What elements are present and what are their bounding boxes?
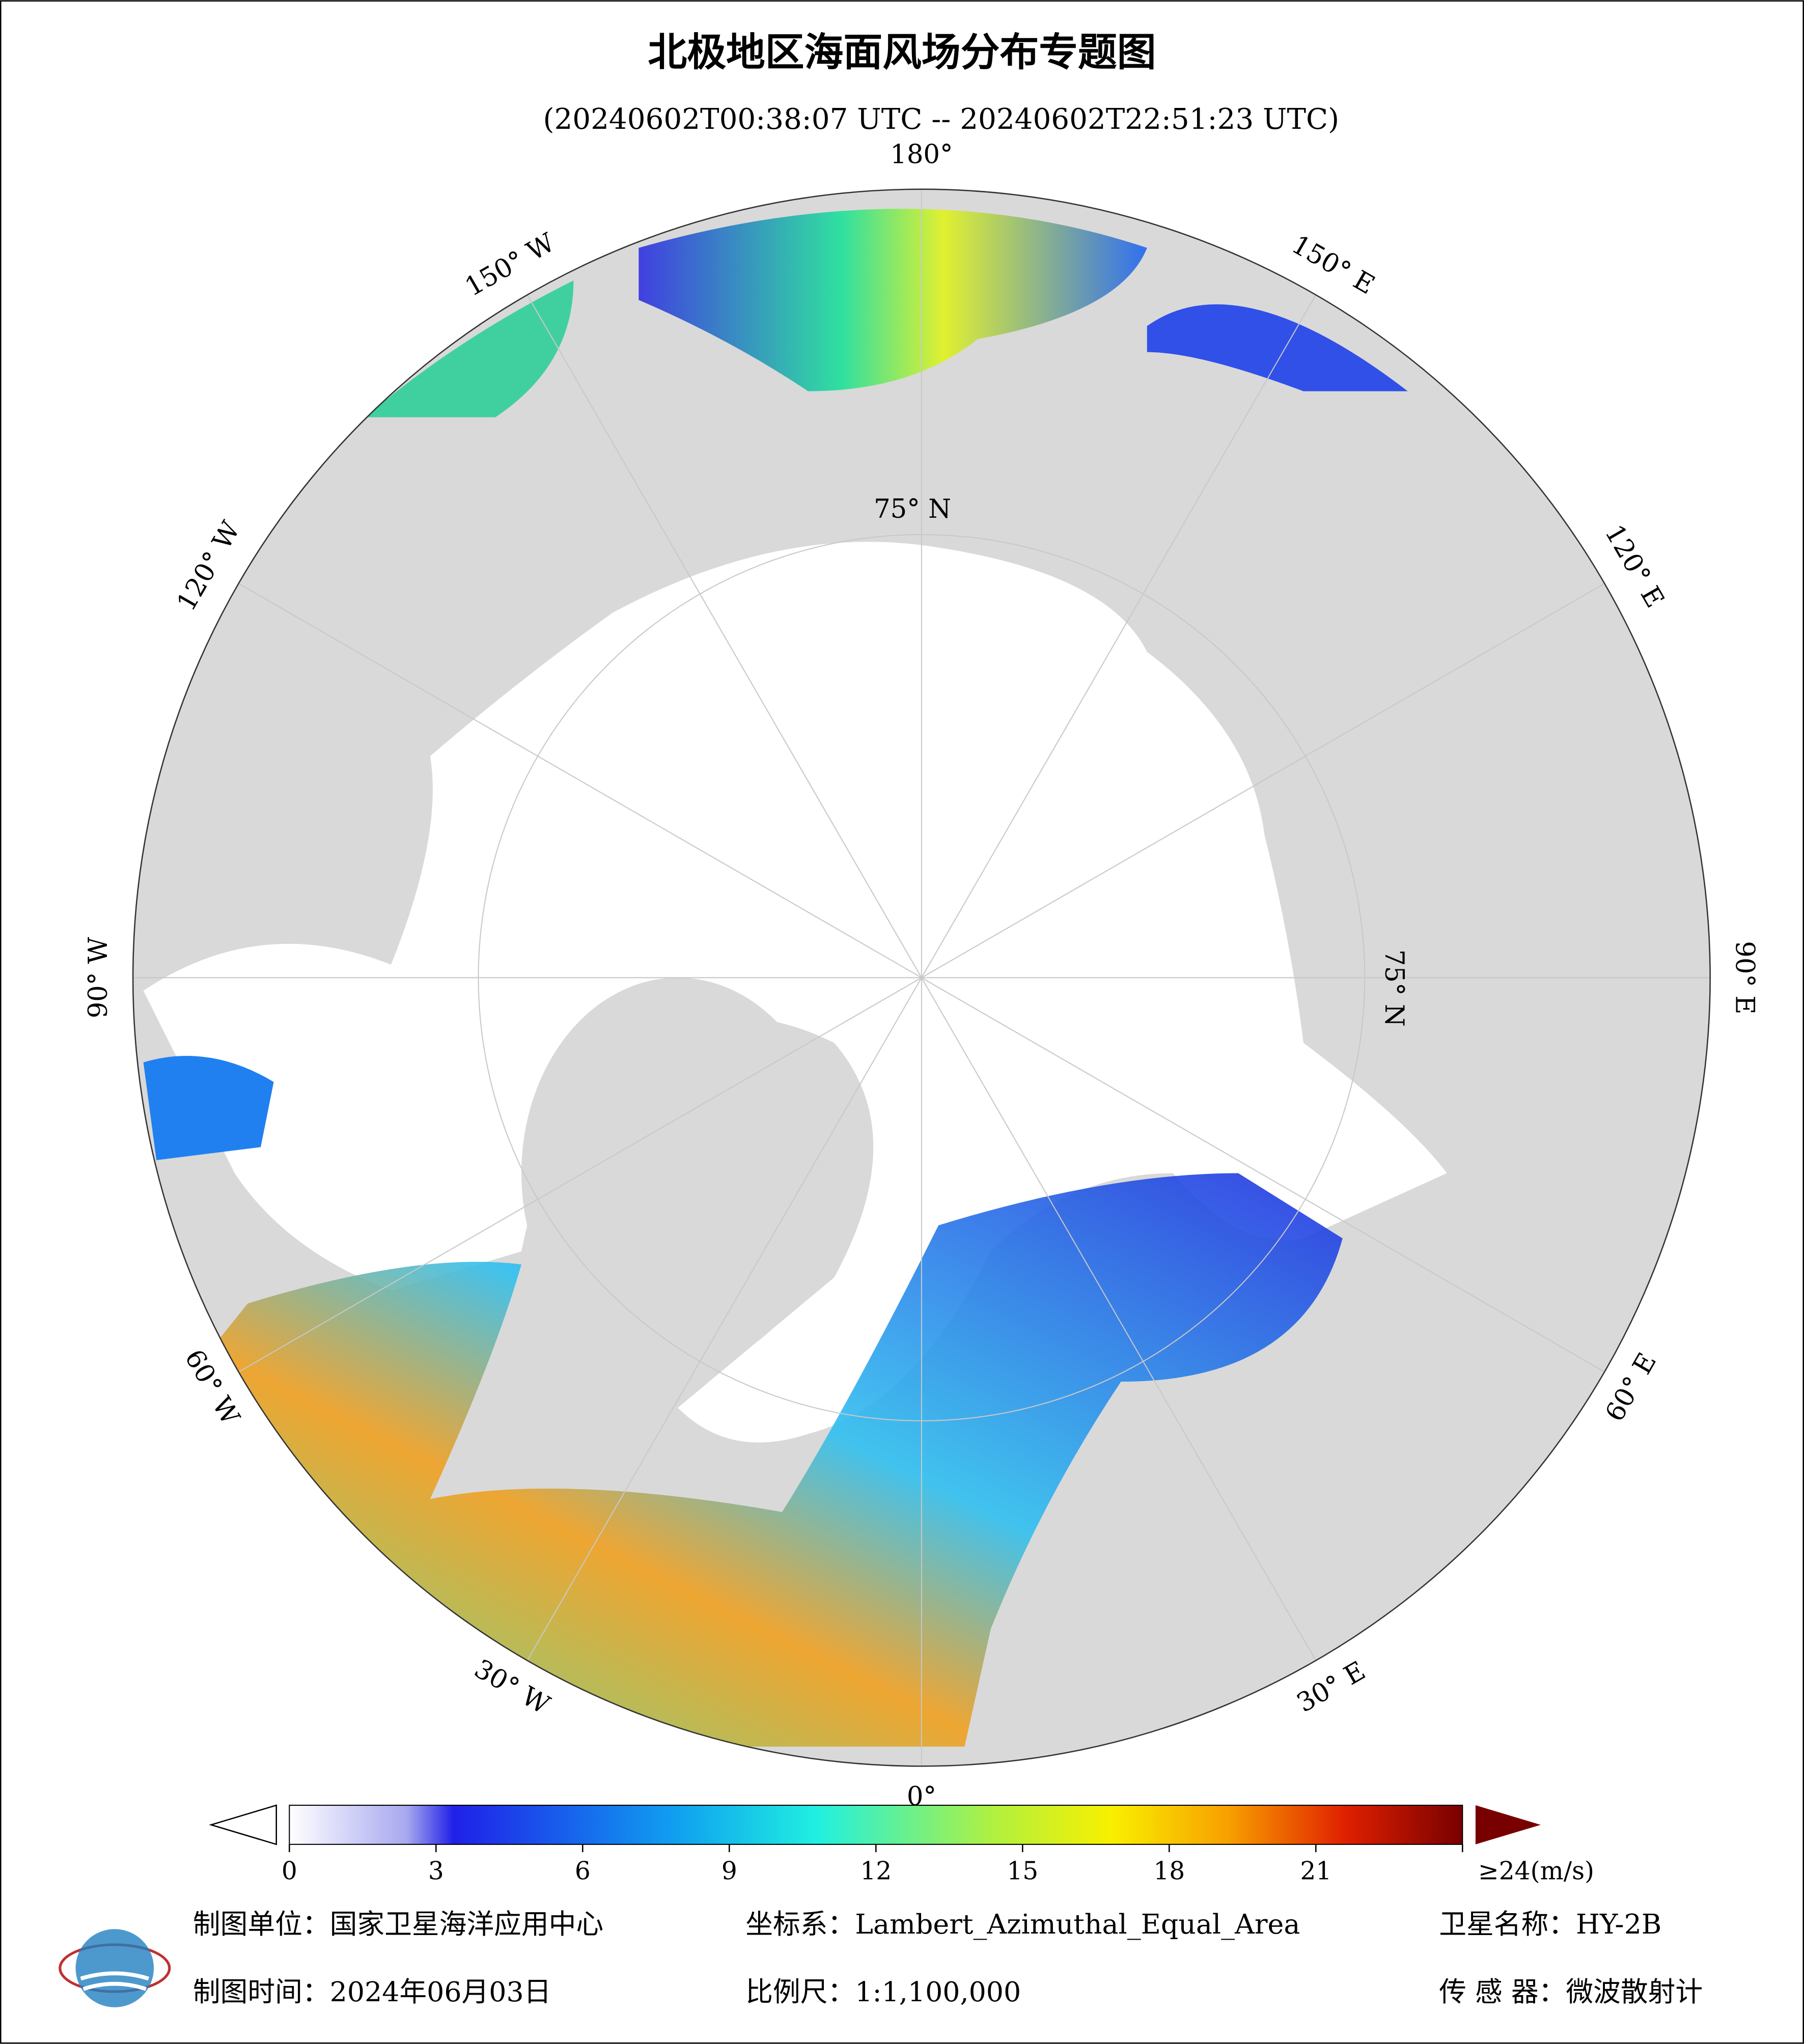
title: 北极地区海面风场分布专题图: [648, 30, 1156, 75]
subtitle: (20240602T00:38:07 UTC -- 20240602T22:51…: [543, 103, 1340, 136]
map: [133, 189, 1710, 1767]
meridian: [526, 294, 922, 978]
footer-scale: 比例尺：1:1,100,000: [745, 1976, 1021, 2008]
colorbar-tick-label: 6: [575, 1857, 591, 1886]
meridian: [921, 977, 1605, 1373]
footer-unit: 制图单位：国家卫星海洋应用中心: [193, 1908, 603, 1940]
colorbar-tick-label: 18: [1153, 1857, 1185, 1886]
atlantic-wind: [195, 1173, 1343, 1747]
baffin-wind: [143, 1056, 274, 1160]
meridian: [921, 977, 1317, 1661]
colorbar-tick-label: 0: [282, 1857, 297, 1886]
colorbar-min-arrow: [209, 1804, 277, 1845]
lon-label: 90° W: [83, 937, 114, 1018]
lon-label: 0°: [907, 1781, 936, 1812]
siberia-wind: [1147, 304, 1408, 391]
lat-label: 75° N: [874, 494, 951, 524]
meridian: [238, 977, 922, 1373]
lat-label: 75° N: [1379, 949, 1409, 1027]
colorbar-max-arrow: [1475, 1805, 1541, 1844]
logo: [59, 1929, 171, 2007]
footer: 制图单位：国家卫星海洋应用中心 制图时间：2024年06月03日 坐标系：Lam…: [59, 1908, 1703, 2008]
colorbar-tick-label: 9: [721, 1857, 737, 1886]
colorbar-tick-label: 3: [428, 1857, 444, 1886]
meridian: [921, 583, 1605, 978]
colorbar-tick-label: 21: [1300, 1857, 1331, 1886]
alaska-wind: [365, 280, 574, 417]
graticule: [133, 189, 1710, 1767]
colorbar-tick-label: 15: [1007, 1857, 1038, 1886]
greenland: [521, 977, 835, 1369]
meridian: [238, 583, 922, 978]
meridian: [526, 977, 922, 1661]
pacific-wind: [639, 209, 1147, 391]
lon-label: 180°: [890, 139, 953, 170]
colorbar-tick-label: ≥24(m/s): [1478, 1857, 1594, 1886]
map-border: [132, 188, 1711, 1767]
footer-sensor: 传 感 器：微波散射计: [1439, 1976, 1703, 2008]
footer-date: 制图时间：2024年06月03日: [193, 1976, 551, 2008]
footer-satellite: 卫星名称：HY-2B: [1439, 1908, 1661, 1940]
footer-crs: 坐标系：Lambert_Azimuthal_Equal_Area: [745, 1908, 1300, 1940]
meridian: [921, 294, 1317, 978]
lon-label: 90° E: [1730, 941, 1760, 1014]
arctic-ocean: [143, 542, 1447, 1443]
colorbar-tick-label: 12: [860, 1857, 892, 1886]
colorbar: [289, 1805, 1463, 1845]
